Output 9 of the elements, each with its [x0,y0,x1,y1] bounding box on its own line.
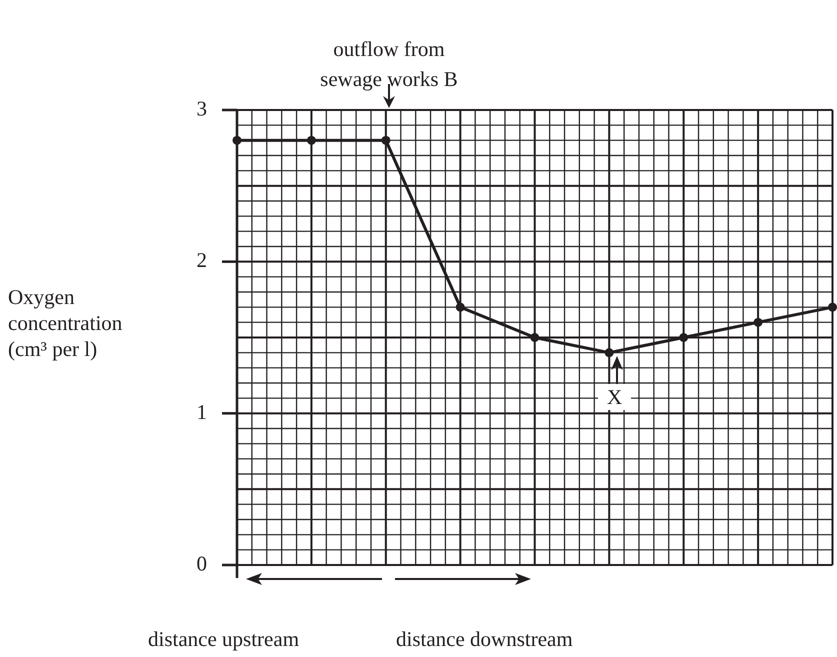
text: outflow from sewage works B [319,36,459,93]
y-axis-title: Oxygen concentration (cm³ per l) [8,284,124,362]
y-tick-label: 3 [196,96,207,121]
annotation: X [598,384,632,410]
text: distance upstream [148,626,300,652]
y-tick-label: 0 [196,552,207,576]
y-tick-label: 1 [196,400,207,424]
text: distance downstream [396,626,573,652]
y-tick-label: 2 [196,248,207,272]
